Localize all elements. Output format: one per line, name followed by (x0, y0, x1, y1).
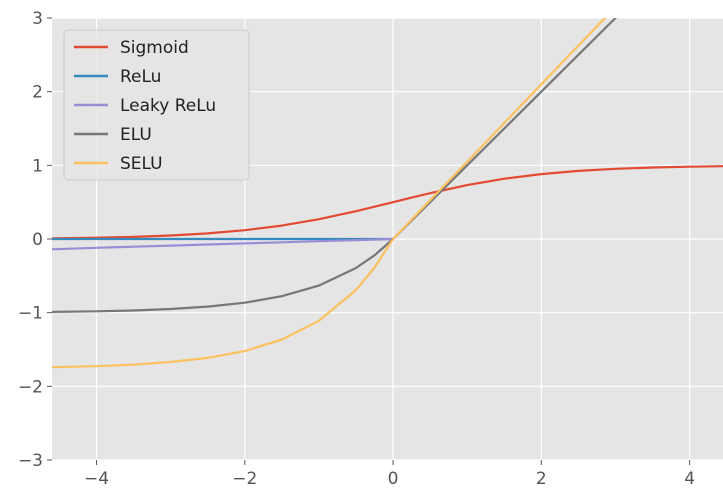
y-tick-label: −1 (18, 304, 43, 324)
axis-ticks: −4 −2 0 2 4 −3 −2 −1 0 1 2 3 (18, 9, 695, 489)
x-tick-label: 4 (684, 469, 695, 489)
legend-label: ReLu (120, 67, 161, 87)
x-tick-label: 0 (388, 469, 399, 489)
series-line-leaky-relu (52, 237, 395, 251)
y-tick-label: 0 (32, 230, 43, 250)
series-line-elu (52, 18, 617, 313)
series-lines (52, 18, 723, 369)
y-tick-label: −2 (18, 377, 43, 397)
legend-label: Sigmoid (120, 38, 189, 58)
x-tick-label: −4 (84, 469, 109, 489)
y-tick-label: −3 (18, 451, 43, 471)
legend-label: SELU (120, 154, 163, 174)
series-line-sigmoid (52, 165, 723, 240)
legend: Sigmoid ReLu Leaky ReLu ELU SELU (63, 29, 250, 181)
legend-label: ELU (120, 125, 152, 145)
series-line-selu (52, 18, 607, 369)
legend-label: Leaky ReLu (120, 96, 216, 116)
y-tick-label: 3 (32, 9, 43, 29)
y-tick-label: 2 (32, 83, 43, 103)
x-tick-label: −2 (232, 469, 257, 489)
y-tick-label: 1 (32, 156, 43, 176)
x-tick-label: 2 (536, 469, 547, 489)
legend-box (63, 29, 250, 181)
